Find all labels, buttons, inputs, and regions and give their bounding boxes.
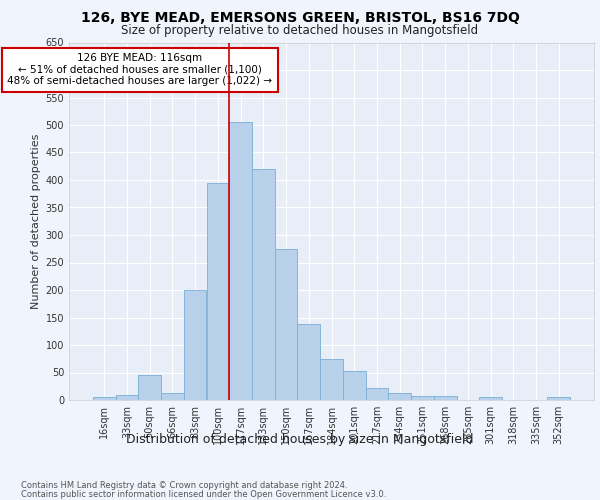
Bar (479, 397, 502, 400)
Bar (298, 324, 320, 400)
Bar (547, 397, 570, 400)
Bar (320, 359, 343, 400)
Bar (434, 396, 457, 400)
Bar (275, 248, 298, 400)
Text: 126, BYE MEAD, EMERSONS GREEN, BRISTOL, BS16 7DQ: 126, BYE MEAD, EMERSONS GREEN, BRISTOL, … (80, 11, 520, 25)
Text: Contains public sector information licensed under the Open Government Licence v3: Contains public sector information licen… (21, 490, 386, 499)
Bar (161, 394, 184, 400)
Bar (184, 290, 206, 400)
Y-axis label: Number of detached properties: Number of detached properties (31, 134, 41, 309)
Bar (252, 169, 275, 400)
Bar (93, 397, 116, 400)
Bar (139, 375, 161, 400)
Bar (411, 396, 434, 400)
Bar (365, 388, 388, 400)
Text: 126 BYE MEAD: 116sqm
← 51% of detached houses are smaller (1,100)
48% of semi-de: 126 BYE MEAD: 116sqm ← 51% of detached h… (7, 53, 272, 86)
Bar (116, 394, 139, 400)
Bar (206, 182, 229, 400)
Text: Size of property relative to detached houses in Mangotsfield: Size of property relative to detached ho… (121, 24, 479, 37)
Text: Contains HM Land Registry data © Crown copyright and database right 2024.: Contains HM Land Registry data © Crown c… (21, 481, 347, 490)
Bar (388, 393, 411, 400)
Bar (229, 122, 252, 400)
Text: Distribution of detached houses by size in Mangotsfield: Distribution of detached houses by size … (126, 432, 474, 446)
Bar (343, 372, 365, 400)
